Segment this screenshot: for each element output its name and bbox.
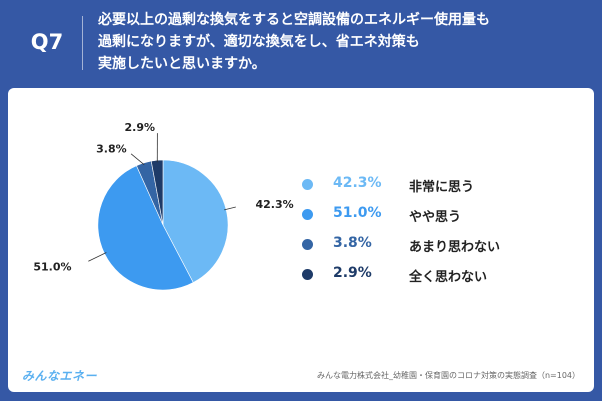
pie-chart: 42.3% 51.0% 3.8% 2.9% <box>33 121 294 291</box>
question-line-3: 実施したいと思いますか。 <box>98 56 266 72</box>
legend-item: 42.3% 非常に思う <box>296 172 586 202</box>
leader-line <box>130 153 145 166</box>
question-line-1: 必要以上の過剰な換気をすると空調設備のエネルギー使用量も <box>98 12 490 28</box>
brand-logo: みんなエネー <box>22 369 98 383</box>
pie-data-label: 2.9% <box>125 121 156 134</box>
pie-data-label: 3.8% <box>96 142 127 155</box>
legend-dot <box>302 209 313 220</box>
question-line-2: 過剰になりますが、適切な換気をし、省エネ対策も <box>98 34 420 50</box>
legend-percent: 42.3% <box>333 175 382 191</box>
legend-label: 非常に思う <box>409 180 475 195</box>
pie-data-label: 51.0% <box>33 261 71 274</box>
question-header: Q7 必要以上の過剰な換気をすると空調設備のエネルギー使用量も 過剰になりますが… <box>0 0 602 82</box>
legend-item: 51.0% やや思う <box>296 202 586 232</box>
legend: 42.3% 非常に思う 51.0% やや思う 3.8% あまり思わない 2.9%… <box>296 172 586 292</box>
source-note: みんな電力株式会社_幼稚園・保育園のコロナ対策の実態調査（n=104） <box>316 371 580 380</box>
legend-label: やや思う <box>409 210 462 225</box>
chart-card: 42.3% 51.0% 3.8% 2.9% 42.3% 非常に思う 51.0% やや思… <box>8 88 594 392</box>
legend-dot <box>302 269 313 280</box>
header-divider <box>82 16 83 70</box>
legend-item: 3.8% あまり思わない <box>296 232 586 262</box>
question-number: Q7 <box>30 30 64 54</box>
legend-item: 2.9% 全く思わない <box>296 262 586 292</box>
legend-label: あまり思わない <box>409 240 501 255</box>
question-text: 必要以上の過剰な換気をすると空調設備のエネルギー使用量も 過剰になりますが、適切… <box>98 9 590 75</box>
legend-percent: 2.9% <box>333 265 372 281</box>
legend-percent: 51.0% <box>333 205 382 221</box>
legend-percent: 3.8% <box>333 235 372 251</box>
legend-label: 全く思わない <box>409 270 488 285</box>
legend-dot <box>302 239 313 250</box>
leader-line <box>224 206 236 211</box>
pie-data-label: 42.3% <box>255 198 293 211</box>
legend-dot <box>302 179 313 190</box>
leader-line <box>88 252 107 262</box>
